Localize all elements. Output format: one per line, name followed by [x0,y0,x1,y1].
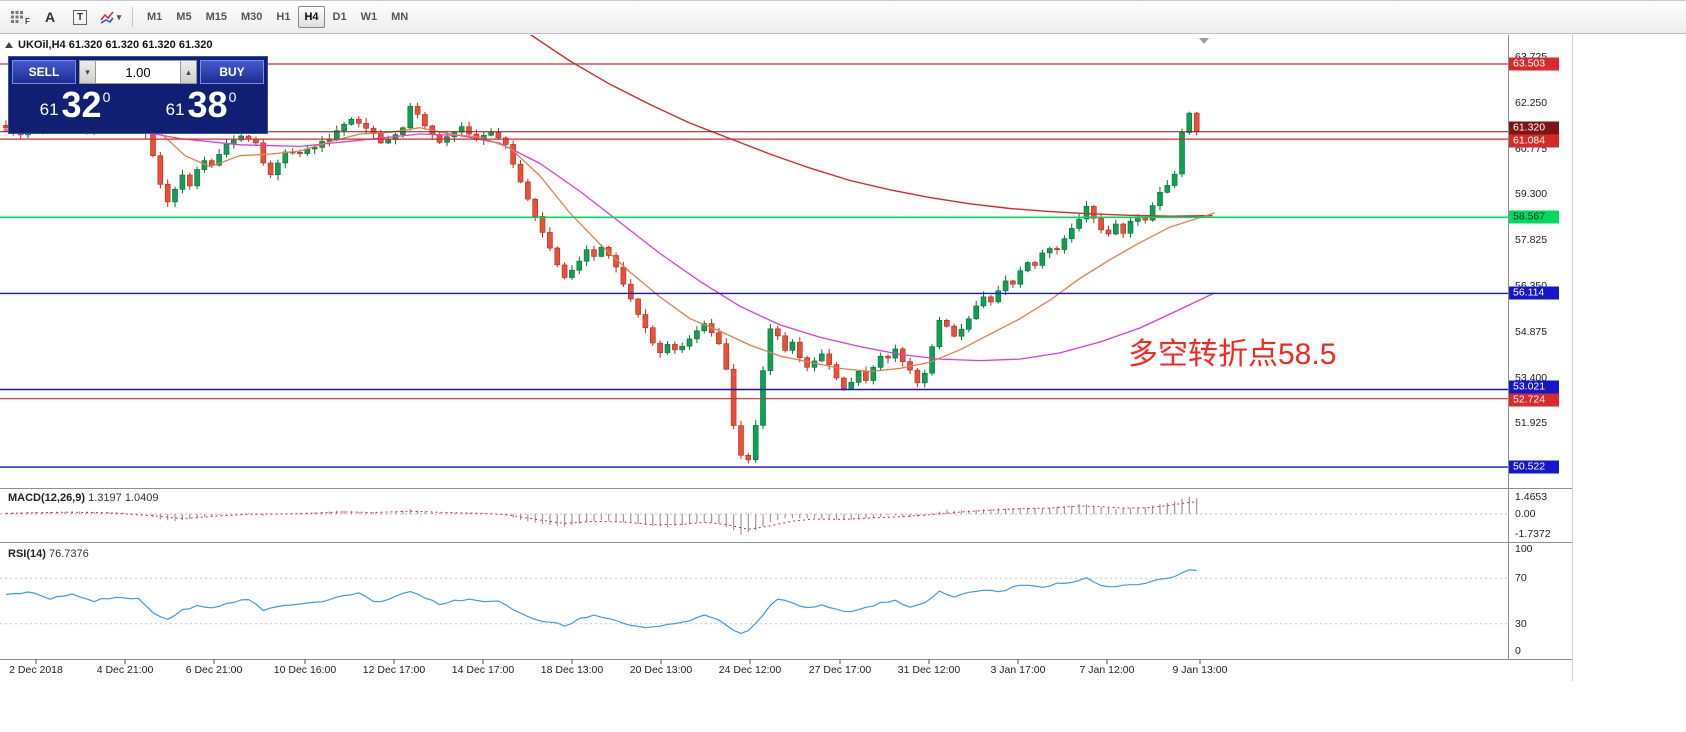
price-badge: 50.522 [1509,460,1559,474]
bid-sup: 0 [102,89,111,105]
buy-button[interactable]: BUY [200,60,264,84]
letter-a-icon: A [44,9,56,25]
macd-name: MACD(12,26,9) [8,492,86,504]
one-click-trading-panel: SELL 1.00 BUY 61 32 0 61 38 0 [8,56,268,134]
grid-icon [11,11,24,23]
tf-d1[interactable]: D1 [327,6,353,28]
grid-tool-icon[interactable]: F [7,4,33,30]
price-tick: 54.875 [1515,326,1548,338]
toolbar: F A T M1 M5 M15 M30 H1 H4 D1 W1 MN [0,1,1686,34]
time-label: 9 Jan 13:00 [1172,664,1228,676]
rsi-axis-label: 70 [1515,572,1527,584]
volume-stepper-icon[interactable] [180,60,197,84]
tf-m5[interactable]: M5 [170,6,197,28]
chart-title: UKOil,H4 61.320 61.320 61.320 61.320 [18,39,213,51]
time-label: 31 Dec 12:00 [897,664,961,676]
bid-head: 61 [39,100,59,119]
time-label: 18 Dec 13:00 [540,664,604,676]
bid-price: 61 32 0 [12,84,138,130]
ask-head: 61 [165,100,185,119]
bid-big: 32 [61,84,102,125]
macd-axis-label: -1.7372 [1515,528,1551,540]
rsi-axis-label: 0 [1515,645,1521,657]
macd-value-main: 1.3197 [88,492,122,504]
tf-h4[interactable]: H4 [298,6,325,28]
price-badge: 58.567 [1509,210,1559,224]
time-label: 24 Dec 12:00 [718,664,782,676]
sell-button[interactable]: SELL [12,60,76,84]
macd-axis-label: 1.4653 [1515,491,1548,503]
ask-big: 38 [187,84,228,125]
price-badge: 61.084 [1509,134,1559,148]
rsi-label: RSI(14) 76.7376 [8,548,89,560]
tf-mn[interactable]: MN [385,6,414,28]
rsi-axis-label: 30 [1515,618,1527,630]
tf-m1[interactable]: M1 [141,6,168,28]
time-label: 20 Dec 13:00 [629,664,693,676]
tf-w1[interactable]: W1 [355,6,384,28]
time-label: 10 Dec 16:00 [273,664,337,676]
ask-sup: 0 [228,89,237,105]
price-badge: 53.021 [1509,380,1559,394]
time-label: 12 Dec 17:00 [362,664,426,676]
time-label: 7 Jan 12:00 [1079,664,1135,676]
time-label: 4 Dec 21:00 [96,664,154,676]
tf-m15[interactable]: M15 [200,6,233,28]
price-tick: 57.825 [1515,234,1548,246]
macd-value-signal: 1.0409 [124,492,159,504]
price-badge: 61.320 [1509,121,1559,135]
text-tool-icon[interactable]: T [67,4,93,30]
indicators-icon[interactable] [97,4,123,30]
time-label: 14 Dec 17:00 [451,664,515,676]
rsi-value: 76.7376 [48,548,89,560]
text-label-tool-icon[interactable]: A [37,4,63,30]
macd-axis-label: 0.00 [1515,508,1536,520]
volume-field[interactable]: 1.00 [96,60,180,84]
price-badge: 63.503 [1509,57,1559,71]
chart-annotation-text: 多空转折点58.5 [1128,338,1337,371]
time-label: 27 Dec 17:00 [808,664,872,676]
grid-tool-label: F [25,17,30,26]
boxed-t-icon: T [72,9,88,25]
rsi-axis-label: 100 [1515,543,1533,555]
time-label: 2 Dec 2018 [9,664,63,676]
price-tick: 62.250 [1515,97,1548,109]
tf-h1[interactable]: H1 [270,6,296,28]
toolbar-separator [132,7,133,27]
price-badge: 52.724 [1509,393,1559,407]
chart-shift-marker-icon[interactable] [1199,38,1209,44]
one-click-toggle-icon[interactable] [5,42,13,48]
time-label: 3 Jan 17:00 [990,664,1046,676]
time-label: 6 Dec 21:00 [185,664,243,676]
price-badge: 56.114 [1509,286,1559,300]
rsi-name: RSI(14) [8,548,46,560]
indicator-arrows-icon [100,11,114,24]
price-axis[interactable]: 63.72562.25060.77559.30057.82556.35054.8… [1509,34,1585,681]
tf-m30[interactable]: M30 [235,6,268,28]
volume-dropdown-icon[interactable] [79,60,96,84]
macd-label: MACD(12,26,9) 1.3197 1.0409 [8,492,158,504]
price-tick: 59.300 [1515,188,1548,200]
price-tick: 51.925 [1515,417,1548,429]
ask-price: 61 38 0 [138,84,264,130]
